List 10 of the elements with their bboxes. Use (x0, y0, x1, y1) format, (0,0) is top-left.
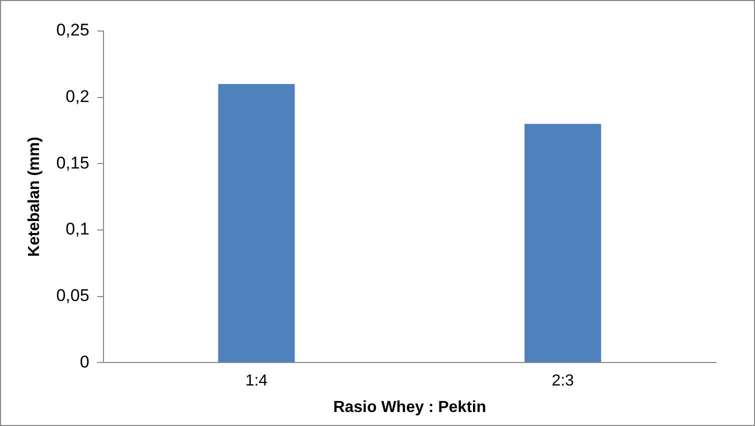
y-tick-label: 0,25 (56, 20, 90, 40)
x-axis-title: Rasio Whey : Pektin (333, 398, 486, 416)
y-tick-label: 0,15 (56, 153, 90, 172)
y-tick-label: 0,1 (66, 220, 90, 239)
y-tick-label: 0,2 (66, 87, 90, 106)
y-axis-title: Ketebalan (mm) (26, 136, 44, 257)
x-tick-label: 1:4 (245, 372, 268, 390)
x-tick-label: 2:3 (552, 372, 574, 390)
y-tick-label: 0,05 (56, 286, 90, 305)
y-tick-label: 0 (80, 352, 90, 372)
